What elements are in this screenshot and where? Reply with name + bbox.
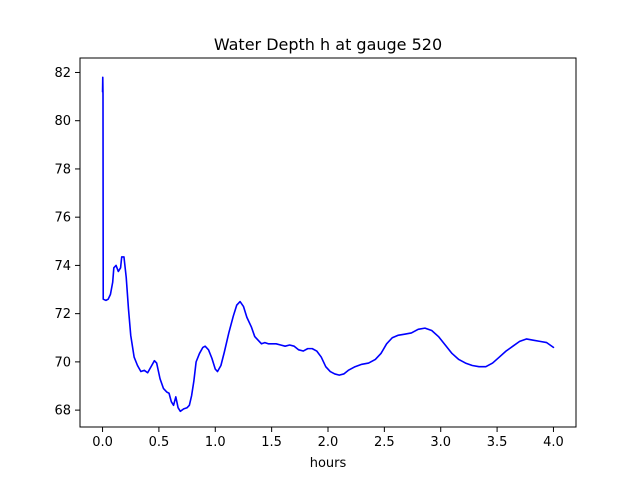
y-tick-label: 68 <box>54 404 71 419</box>
y-tick-label: 78 <box>54 162 71 177</box>
x-tick-label: 2.5 <box>374 435 395 450</box>
y-axis: 68 70 72 74 76 78 80 82 <box>54 66 80 419</box>
x-tick-label: 1.5 <box>261 435 282 450</box>
plot-area: 0.0 0.5 1.0 1.5 2.0 2.5 3.0 3.5 4.0 68 70 72 74 76 78… <box>54 57 577 450</box>
y-tick-label: 80 <box>54 114 71 129</box>
x-axis-label: hours <box>310 456 347 471</box>
x-tick-label: 2.0 <box>318 435 339 450</box>
chart-title: Water Depth h at gauge 520 <box>214 35 442 54</box>
y-tick-label: 72 <box>54 307 71 322</box>
y-tick-label: 82 <box>54 66 71 81</box>
x-tick-label: 3.5 <box>487 435 508 450</box>
y-tick-label: 70 <box>54 355 71 370</box>
x-tick-label: 1.0 <box>205 435 226 450</box>
x-tick-label: 0.0 <box>92 435 113 450</box>
x-axis: 0.0 0.5 1.0 1.5 2.0 2.5 3.0 3.5 4.0 <box>92 427 564 450</box>
x-tick-label: 4.0 <box>543 435 564 450</box>
x-tick-label: 3.0 <box>430 435 451 450</box>
y-tick-label: 74 <box>54 259 71 274</box>
y-tick-label: 76 <box>54 211 71 226</box>
x-tick-label: 0.5 <box>149 435 170 450</box>
series-line <box>101 76 555 413</box>
